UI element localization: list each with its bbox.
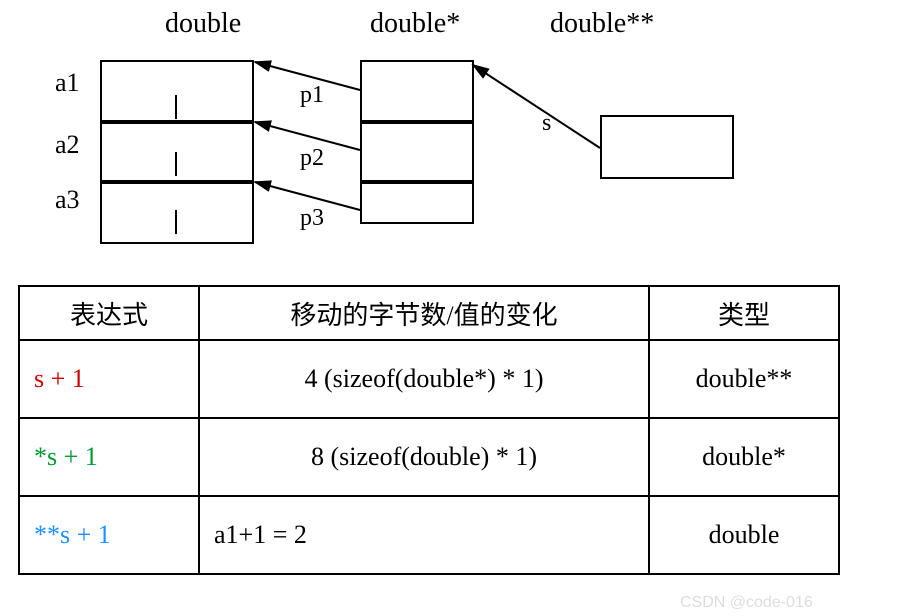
type-table: 表达式 移动的字节数/值的变化 类型 s + 1 4 (sizeof(doubl… bbox=[18, 285, 840, 575]
tick-a2 bbox=[175, 152, 177, 176]
box-a3 bbox=[100, 180, 254, 244]
table-row: **s + 1 a1+1 = 2 double bbox=[19, 496, 839, 574]
box-s bbox=[600, 115, 734, 179]
table-header-row: 表达式 移动的字节数/值的变化 类型 bbox=[19, 286, 839, 340]
header-doublep: double* bbox=[370, 8, 460, 40]
tick-a1 bbox=[175, 95, 177, 119]
th-expr: 表达式 bbox=[19, 286, 199, 340]
label-p3: p3 bbox=[300, 205, 324, 232]
tick-a3 bbox=[175, 210, 177, 234]
cell-type-1: double* bbox=[649, 418, 839, 496]
box-a1 bbox=[100, 60, 254, 124]
cell-type-0: double** bbox=[649, 340, 839, 418]
label-a1: a1 bbox=[55, 68, 80, 98]
label-p1: p1 bbox=[300, 82, 324, 109]
label-a2: a2 bbox=[55, 130, 80, 160]
cell-expr-0: s + 1 bbox=[19, 340, 199, 418]
label-p2: p2 bbox=[300, 145, 324, 172]
th-type: 类型 bbox=[649, 286, 839, 340]
cell-expr-1: *s + 1 bbox=[19, 418, 199, 496]
cell-desc-2: a1+1 = 2 bbox=[199, 496, 649, 574]
cell-type-2: double bbox=[649, 496, 839, 574]
label-s: s bbox=[542, 110, 551, 137]
cell-desc-0: 4 (sizeof(double*) * 1) bbox=[199, 340, 649, 418]
header-doublepp: double** bbox=[550, 8, 654, 40]
th-desc: 移动的字节数/值的变化 bbox=[199, 286, 649, 340]
watermark: CSDN @code-016 bbox=[680, 594, 813, 612]
box-a2 bbox=[100, 120, 254, 184]
cell-expr-2: **s + 1 bbox=[19, 496, 199, 574]
cell-desc-1: 8 (sizeof(double) * 1) bbox=[199, 418, 649, 496]
table-row: s + 1 4 (sizeof(double*) * 1) double** bbox=[19, 340, 839, 418]
box-p2 bbox=[360, 120, 474, 184]
box-p3 bbox=[360, 180, 474, 224]
box-p1 bbox=[360, 60, 474, 124]
label-a3: a3 bbox=[55, 185, 80, 215]
header-double: double bbox=[165, 8, 241, 40]
table-row: *s + 1 8 (sizeof(double) * 1) double* bbox=[19, 418, 839, 496]
